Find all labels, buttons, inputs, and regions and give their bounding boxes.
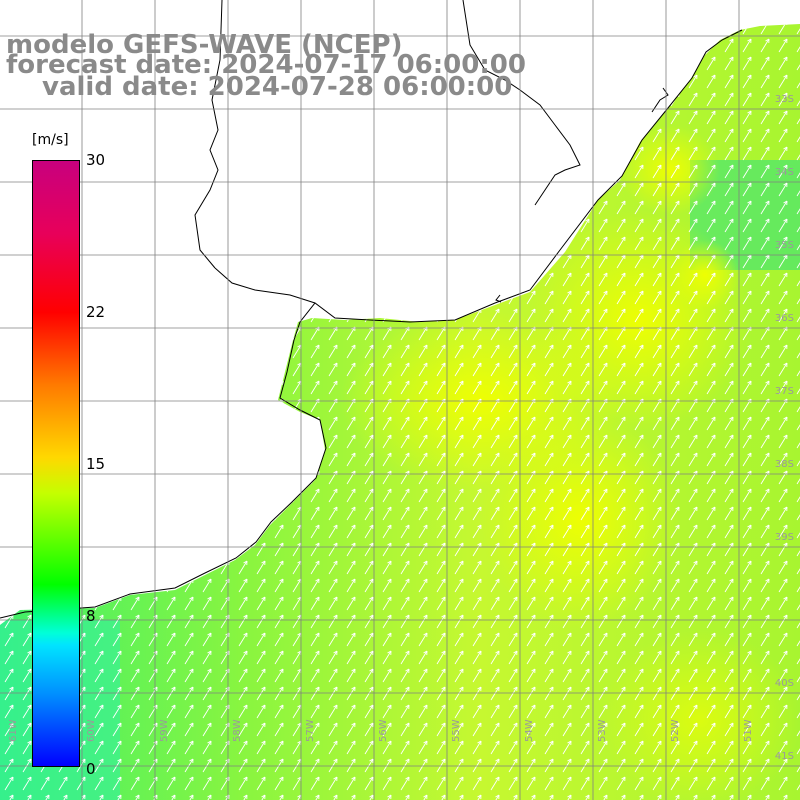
- colorbar-tick-0: 0: [86, 760, 96, 778]
- lat-label-40s: 40S: [774, 678, 794, 689]
- lon-label-53w: 53W: [597, 719, 608, 742]
- colorbar-unit: [m/s]: [30, 132, 71, 148]
- colorbar-tick-15: 15: [86, 455, 106, 473]
- colorbar-tick-22: 22: [86, 303, 106, 321]
- colorbar-tick-30: 30: [86, 151, 106, 169]
- lat-label-36s: 36S: [774, 313, 794, 324]
- lat-label-33s: 33S: [774, 94, 794, 105]
- lat-label-38s: 38S: [774, 459, 794, 470]
- lon-label-59w: 59W: [159, 719, 170, 742]
- lat-label-39s: 39S: [774, 532, 794, 543]
- colorbar-tick-8: 8: [86, 607, 96, 625]
- colorbar: [32, 160, 80, 767]
- lon-label-52w: 52W: [670, 719, 681, 742]
- model-title: modelo GEFS-WAVE (NCEP): [6, 30, 403, 60]
- lon-label-61w: 61W: [8, 719, 19, 742]
- lon-label-58w: 58W: [232, 719, 243, 742]
- lon-label-51w: 51W: [743, 719, 754, 742]
- lon-label-54w: 54W: [524, 719, 535, 742]
- lon-label-57w: 57W: [305, 719, 316, 742]
- lat-label-37s: 37S: [774, 386, 794, 397]
- lon-label-60w: 60W: [86, 719, 97, 742]
- forecast-date: forecast date: 2024-07-17 06:00:00: [6, 50, 526, 80]
- coastline: [0, 0, 743, 619]
- lat-label-41s: 41S: [774, 751, 794, 762]
- lat-label-35s: 35S: [774, 240, 794, 251]
- lon-label-56w: 56W: [378, 719, 389, 742]
- valid-date: valid date: 2024-07-28 06:00:00: [42, 72, 513, 102]
- lon-label-55w: 55W: [451, 719, 462, 742]
- lat-label-34s: 34S: [774, 167, 794, 178]
